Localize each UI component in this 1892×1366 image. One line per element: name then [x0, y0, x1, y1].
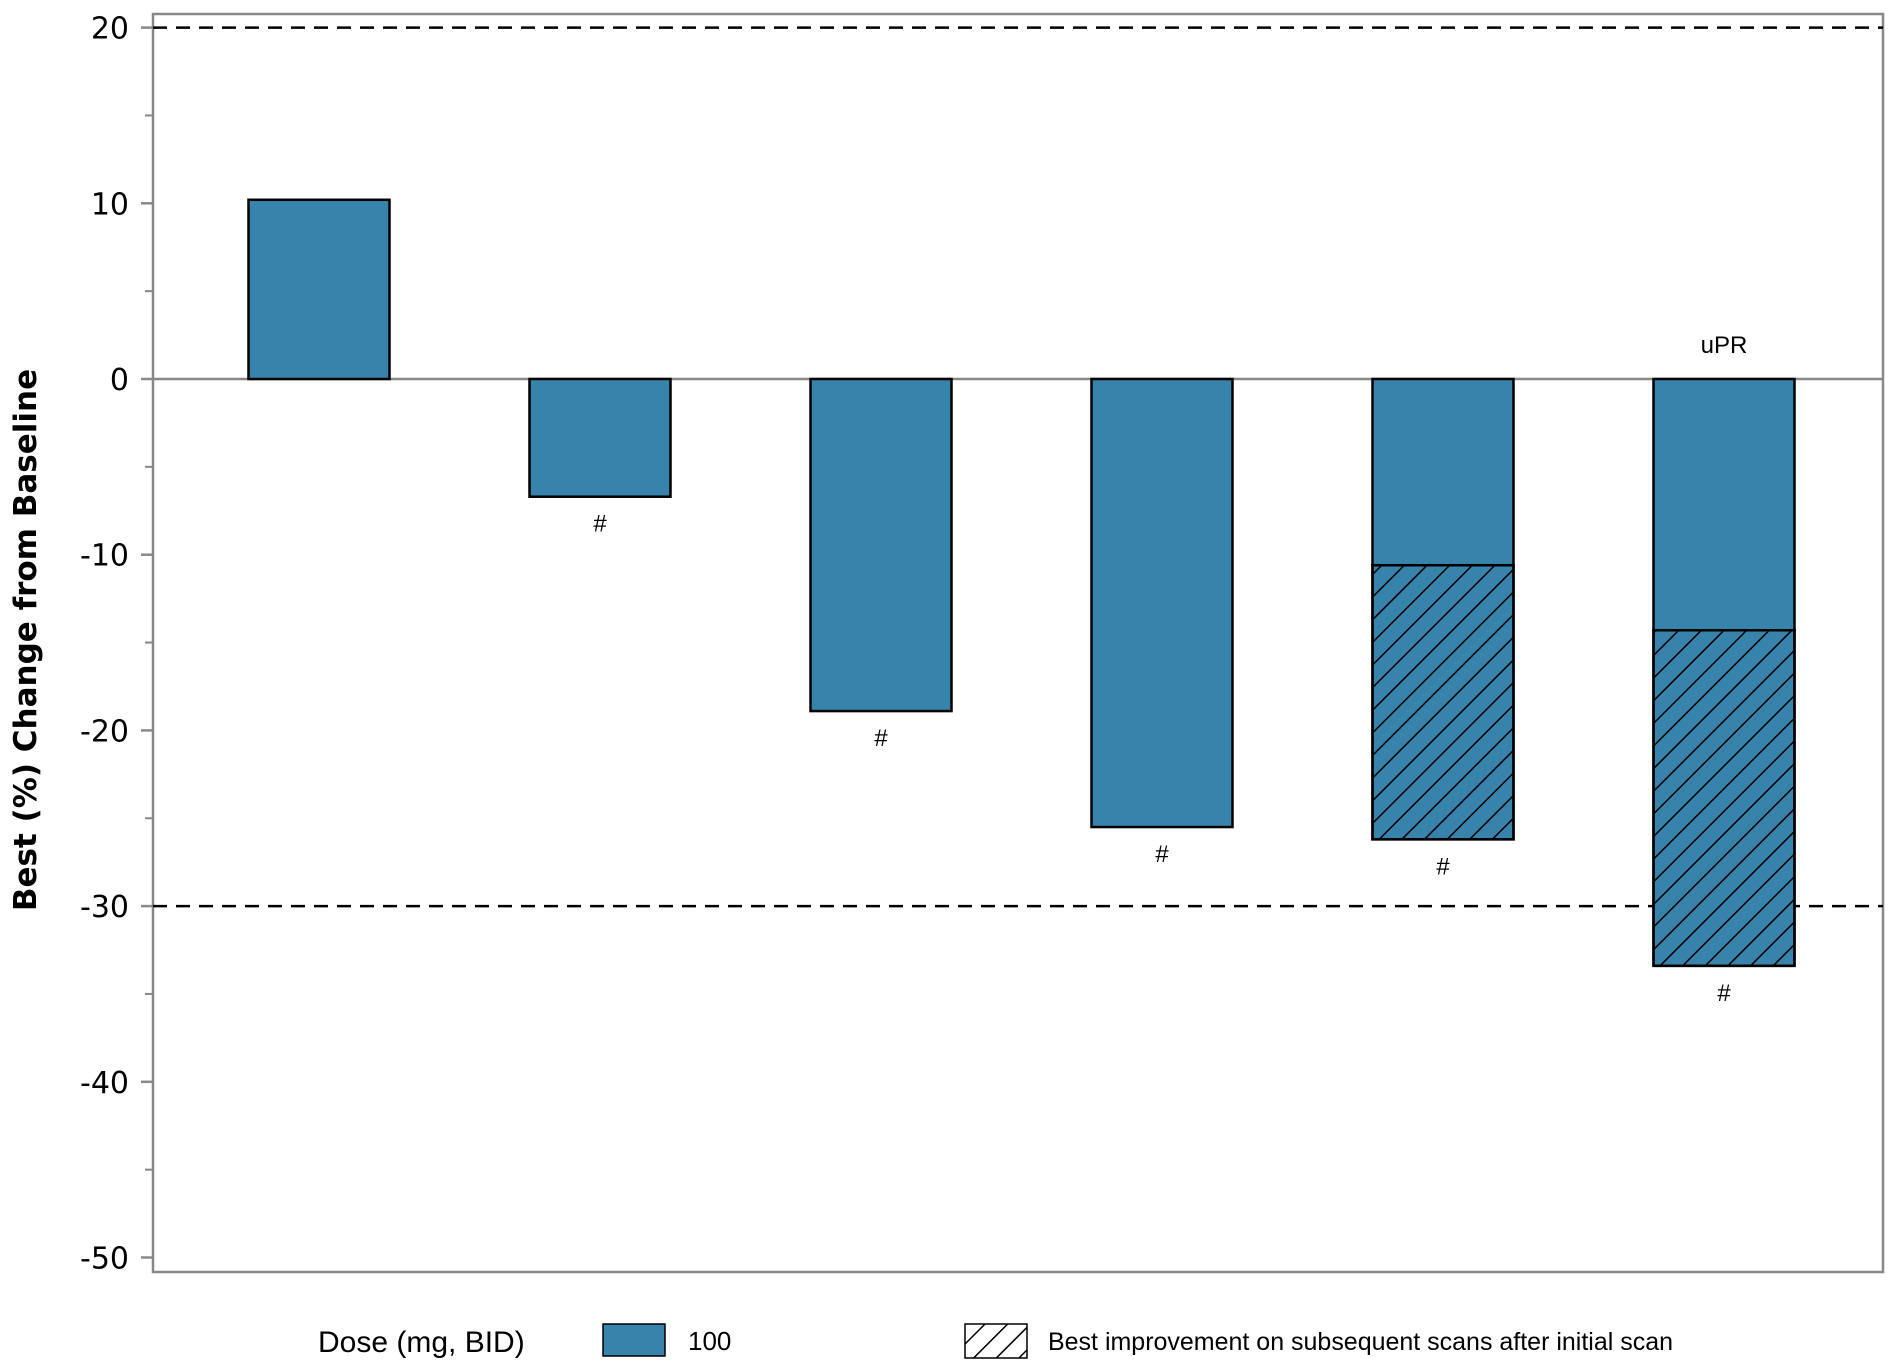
bar [1652, 377, 1796, 632]
legend-item-hatched-label: Best improvement on subsequent scans aft… [1048, 1328, 1673, 1356]
y-tick-label: -20 [80, 714, 129, 749]
y-tick-label: 10 [91, 187, 129, 222]
bar-note-above: uPR [1701, 332, 1748, 359]
bar [247, 198, 391, 381]
legend-title: Dose (mg, BID) [318, 1326, 525, 1359]
legend: Dose (mg, BID) 100 Best improvement on s… [318, 1323, 1673, 1359]
bar-note-below: # [874, 725, 888, 752]
legend-item-solid-label: 100 [688, 1326, 731, 1356]
y-tick-label: -50 [80, 1242, 129, 1277]
legend-swatch-hatched [964, 1323, 1028, 1359]
y-axis-label: Best (%) Change from Baseline [8, 369, 44, 911]
bar [1090, 377, 1234, 829]
legend-swatch-solid [602, 1323, 666, 1357]
y-tick-label: -30 [80, 890, 129, 925]
y-tick-label: 20 [91, 12, 129, 47]
y-tick-label: -40 [80, 1066, 129, 1101]
bar [809, 377, 953, 713]
bar [528, 377, 672, 498]
bar-hatch-overlay [1371, 563, 1515, 841]
bar-note-below: # [1436, 853, 1450, 880]
plot-area [151, 12, 1885, 1274]
bar-note-below: # [1717, 980, 1731, 1007]
y-tick-label: 0 [110, 363, 129, 398]
bar-note-below: # [1155, 841, 1169, 868]
bar-hatch-overlay [1652, 629, 1796, 968]
bar [1371, 377, 1515, 567]
y-tick-label: -10 [80, 539, 129, 574]
bar-note-below: # [593, 511, 607, 538]
